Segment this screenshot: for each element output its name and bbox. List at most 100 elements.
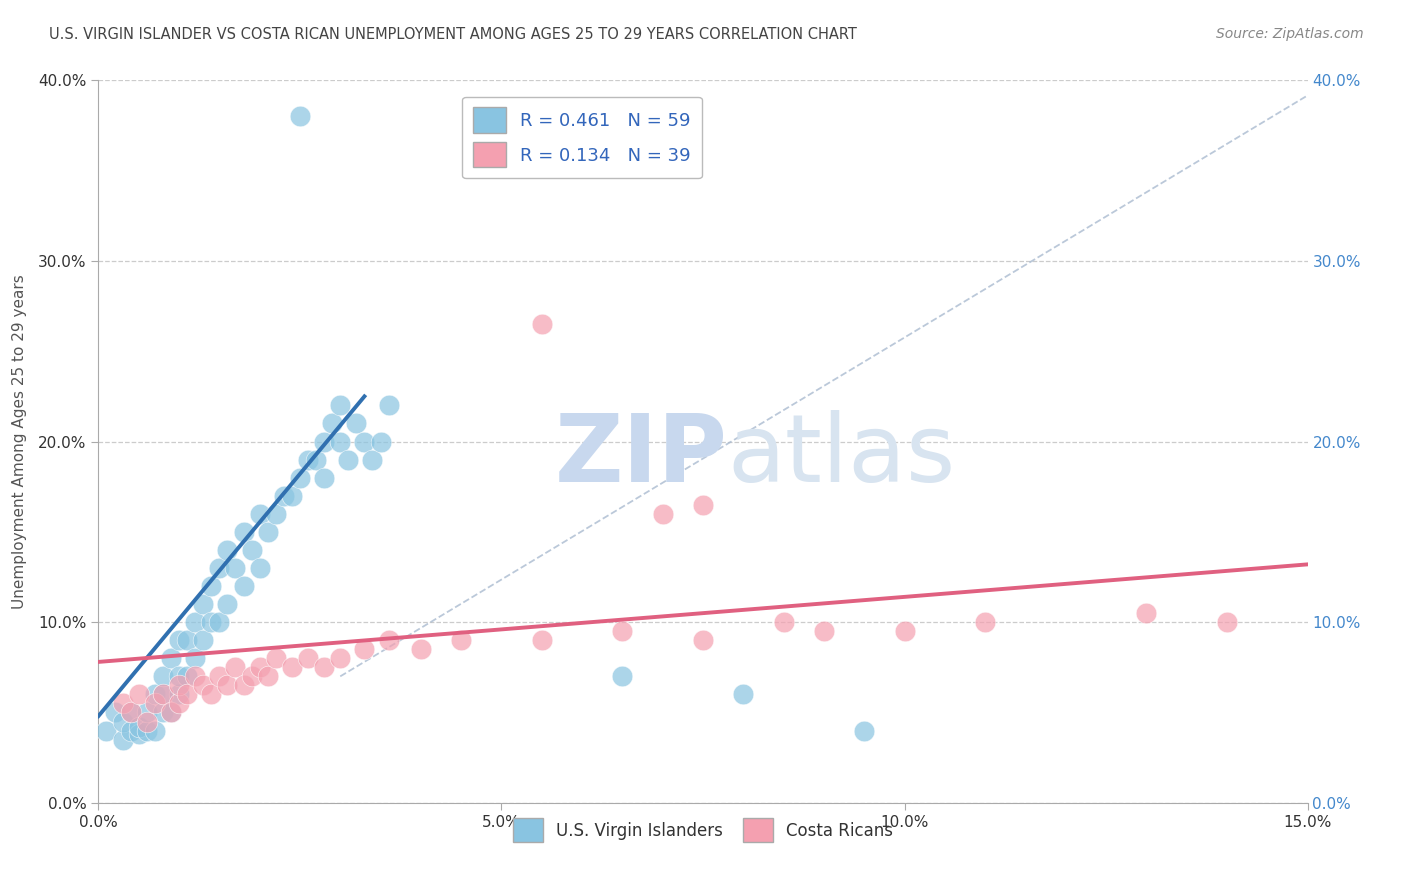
Point xyxy=(329,434,352,449)
Point xyxy=(176,687,198,701)
Point xyxy=(337,452,360,467)
Point xyxy=(208,615,231,630)
Point xyxy=(208,669,231,683)
Point xyxy=(232,678,254,692)
Point xyxy=(224,561,246,575)
Point xyxy=(217,597,239,611)
Point xyxy=(530,633,553,648)
Point xyxy=(264,651,287,665)
Point xyxy=(240,669,263,683)
Point xyxy=(329,651,352,665)
Point xyxy=(249,660,271,674)
Point xyxy=(120,723,142,738)
Point xyxy=(344,417,367,431)
Point xyxy=(232,524,254,539)
Point xyxy=(96,723,118,738)
Point xyxy=(281,660,304,674)
Point xyxy=(184,669,207,683)
Point xyxy=(772,615,794,630)
Point xyxy=(184,651,207,665)
Point xyxy=(167,633,190,648)
Point xyxy=(143,697,166,711)
Point xyxy=(232,579,254,593)
Point xyxy=(353,434,375,449)
Point xyxy=(184,615,207,630)
Point xyxy=(353,642,375,657)
Text: ZIP: ZIP xyxy=(554,410,727,502)
Point xyxy=(974,615,997,630)
Point xyxy=(256,524,278,539)
Point xyxy=(249,561,271,575)
Point xyxy=(651,507,673,521)
Point xyxy=(530,317,553,331)
Point xyxy=(208,561,231,575)
Point xyxy=(288,471,311,485)
Point xyxy=(314,471,336,485)
Point xyxy=(167,678,190,692)
Point xyxy=(176,633,198,648)
Point xyxy=(217,542,239,557)
Point xyxy=(297,452,319,467)
Point xyxy=(1216,615,1239,630)
Point xyxy=(853,723,876,738)
Y-axis label: Unemployment Among Ages 25 to 29 years: Unemployment Among Ages 25 to 29 years xyxy=(13,274,27,609)
Point xyxy=(160,706,183,720)
Point xyxy=(135,706,157,720)
Point xyxy=(200,615,222,630)
Point xyxy=(612,624,634,639)
Point xyxy=(111,714,134,729)
Point xyxy=(224,660,246,674)
Point xyxy=(176,669,198,683)
Point xyxy=(167,687,190,701)
Point xyxy=(152,687,174,701)
Point xyxy=(217,678,239,692)
Point xyxy=(240,542,263,557)
Point xyxy=(143,687,166,701)
Point xyxy=(152,706,174,720)
Point xyxy=(128,720,150,734)
Point xyxy=(329,398,352,412)
Point xyxy=(111,732,134,747)
Point xyxy=(314,660,336,674)
Point xyxy=(450,633,472,648)
Point xyxy=(111,697,134,711)
Point xyxy=(813,624,835,639)
Point xyxy=(281,489,304,503)
Point xyxy=(152,669,174,683)
Point xyxy=(288,109,311,123)
Point xyxy=(193,678,215,692)
Point xyxy=(200,687,222,701)
Point xyxy=(103,706,125,720)
Point xyxy=(120,706,142,720)
Point xyxy=(143,723,166,738)
Point xyxy=(167,697,190,711)
Point xyxy=(193,597,215,611)
Point xyxy=(128,727,150,741)
Point xyxy=(1135,606,1157,620)
Point xyxy=(370,434,392,449)
Point xyxy=(135,723,157,738)
Point xyxy=(409,642,432,657)
Point xyxy=(128,687,150,701)
Point xyxy=(692,633,714,648)
Point xyxy=(612,669,634,683)
Point xyxy=(249,507,271,521)
Point xyxy=(893,624,915,639)
Point xyxy=(377,633,399,648)
Legend: U.S. Virgin Islanders, Costa Ricans: U.S. Virgin Islanders, Costa Ricans xyxy=(506,812,900,848)
Point xyxy=(160,706,183,720)
Point xyxy=(152,687,174,701)
Point xyxy=(193,633,215,648)
Point xyxy=(160,651,183,665)
Point xyxy=(256,669,278,683)
Point xyxy=(200,579,222,593)
Text: U.S. VIRGIN ISLANDER VS COSTA RICAN UNEMPLOYMENT AMONG AGES 25 TO 29 YEARS CORRE: U.S. VIRGIN ISLANDER VS COSTA RICAN UNEM… xyxy=(49,27,858,42)
Point xyxy=(733,687,755,701)
Point xyxy=(297,651,319,665)
Point xyxy=(273,489,295,503)
Point xyxy=(377,398,399,412)
Point xyxy=(264,507,287,521)
Point xyxy=(321,417,343,431)
Text: Source: ZipAtlas.com: Source: ZipAtlas.com xyxy=(1216,27,1364,41)
Point xyxy=(305,452,328,467)
